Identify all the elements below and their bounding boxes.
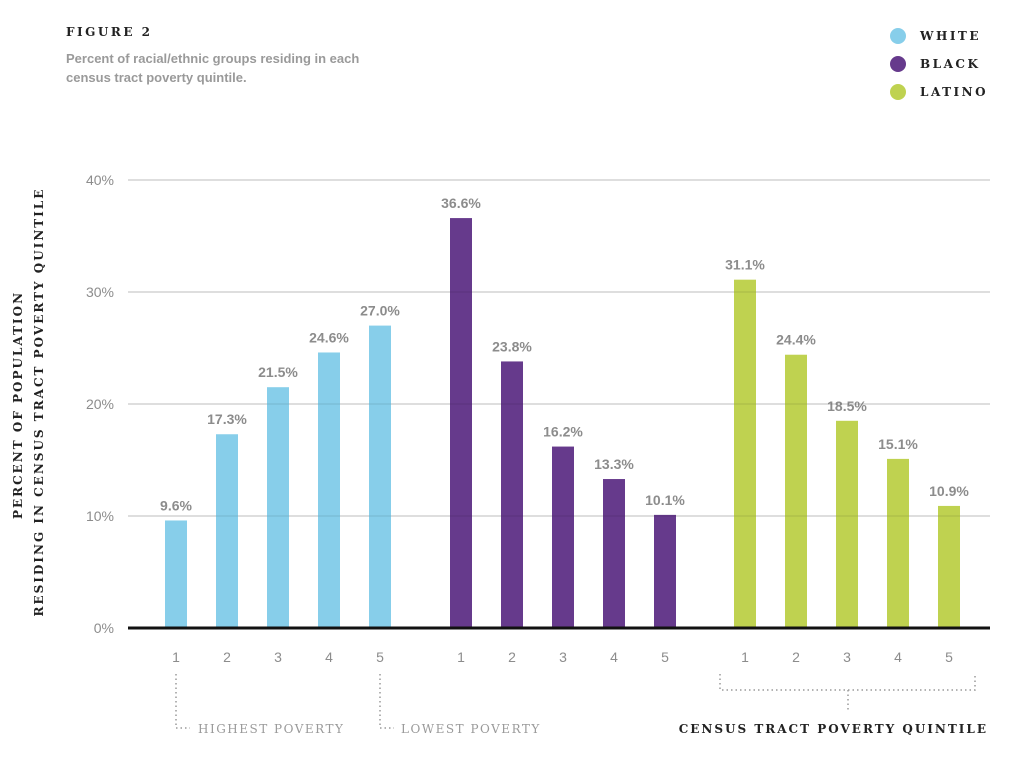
lowest-poverty-label: LOWEST POVERTY [401,722,541,736]
bar [369,325,391,628]
data-label: 36.6% [441,195,481,211]
figure-label: FIGURE 2 [66,25,153,39]
y-tick-label: 20% [86,396,114,412]
y-axis-title-line-1: PERCENT OF POPULATION [11,291,25,519]
y-tick-label: 40% [86,172,114,188]
data-label: 13.3% [594,456,634,472]
bar [267,387,289,628]
x-tick-label: 3 [843,649,851,665]
y-axis-title-line-2: RESIDING IN CENSUS TRACT POVERTY QUINTIL… [32,188,46,617]
bar [603,479,625,628]
lowest-poverty-leader [379,674,394,729]
bar [501,361,523,628]
bar [938,505,960,628]
bar [654,514,676,628]
data-label: 16.2% [543,424,583,440]
highest-poverty-label: HIGHEST POVERTY [198,722,344,736]
x-tick-label: 5 [661,649,669,665]
bar [165,520,187,628]
data-label: 31.1% [725,257,765,273]
legend-item-black: BLACK [890,50,988,78]
legend-label-white: WHITE [920,29,982,43]
data-label: 24.4% [776,332,816,348]
x-axis-title: CENSUS TRACT POVERTY QUINTILE [679,722,988,736]
x-tick-label: 2 [508,649,516,665]
data-label: 18.5% [827,398,867,414]
chart-subtitle: Percent of racial/ethnic groups residing… [66,51,360,85]
x-tick-label: 4 [610,649,618,665]
x-tick-label: 1 [172,649,180,665]
quintile-bracket [719,674,976,710]
bar [216,434,238,628]
x-tick-label: 2 [792,649,800,665]
data-label: 10.9% [929,483,969,499]
data-label: 17.3% [207,411,247,427]
bar [318,352,340,628]
x-tick-label: 2 [223,649,231,665]
legend-swatch-white [890,28,906,44]
bar [450,218,472,628]
bar [552,446,574,628]
data-label: 15.1% [878,436,918,452]
x-tick-label: 1 [457,649,465,665]
y-tick-label: 30% [86,284,114,300]
x-tick-label: 1 [741,649,749,665]
x-tick-label: 4 [894,649,902,665]
legend-item-latino: LATINO [890,78,988,106]
legend-item-white: WHITE [890,22,988,50]
x-tick-label: 5 [945,649,953,665]
x-tick-label: 5 [376,649,384,665]
data-label: 27.0% [360,303,400,319]
bar [836,420,858,628]
legend-swatch-black [890,56,906,72]
data-label: 9.6% [160,497,192,513]
data-label: 21.5% [258,364,298,380]
highest-poverty-leader [175,674,190,729]
x-tick-label: 4 [325,649,333,665]
data-label: 10.1% [645,492,685,508]
bar [734,279,756,628]
data-label: 23.8% [492,338,532,354]
legend-swatch-latino [890,84,906,100]
x-tick-label: 3 [559,649,567,665]
bar [785,354,807,628]
x-tick-label: 3 [274,649,282,665]
data-label: 24.6% [309,329,349,345]
legend-label-latino: LATINO [920,85,989,99]
y-tick-label: 10% [86,508,114,524]
legend: WHITE BLACK LATINO [890,22,988,106]
legend-label-black: BLACK [920,57,981,71]
bar [887,458,909,628]
y-tick-label: 0% [94,620,114,636]
